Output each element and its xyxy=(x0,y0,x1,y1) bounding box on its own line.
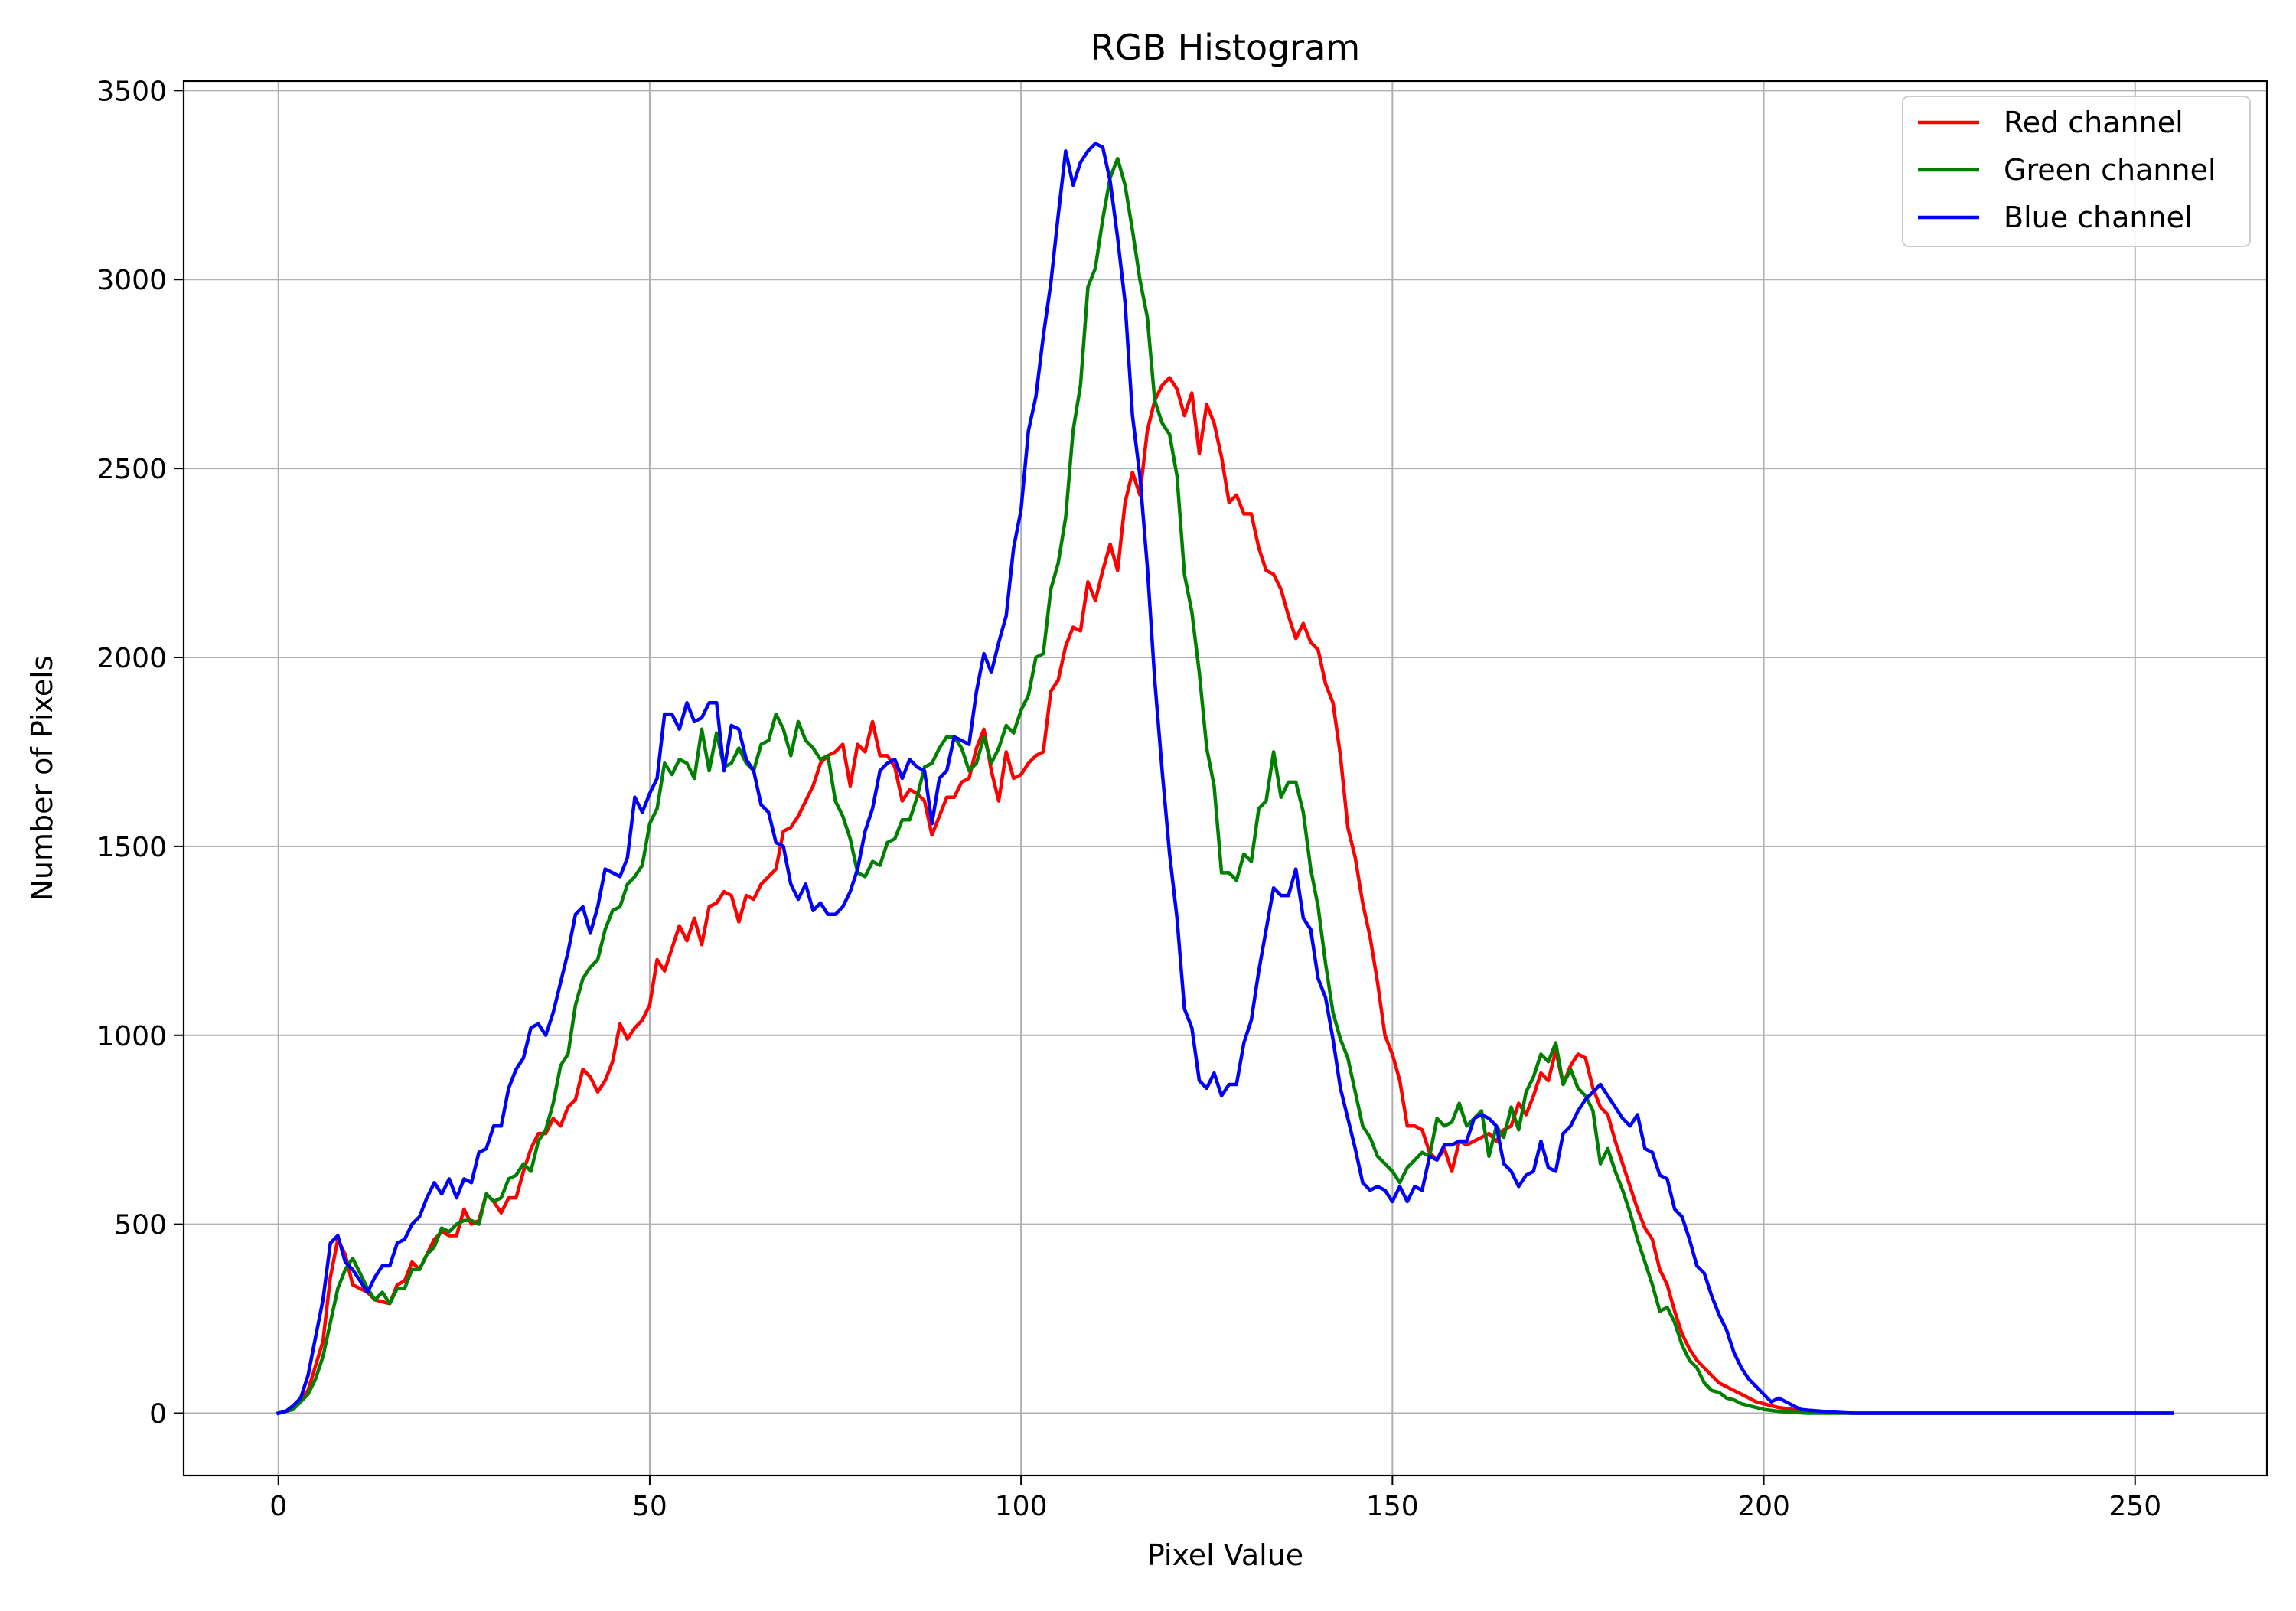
y-tick-label: 2500 xyxy=(96,454,167,485)
y-tick-label: 0 xyxy=(149,1399,167,1430)
series-line-green xyxy=(276,156,2174,1416)
x-axis-ticks: 0 50 100 150 200 250 xyxy=(269,1476,2161,1522)
axes-frame xyxy=(182,80,2268,1477)
legend-box xyxy=(1902,96,2251,247)
legend-label: Green channel xyxy=(2004,153,2216,187)
x-tick-label: 250 xyxy=(2108,1491,2161,1522)
y-tick-label: 3000 xyxy=(96,265,167,296)
grid xyxy=(184,81,2267,1476)
series-lines xyxy=(276,142,2174,1416)
y-tick-label: 1000 xyxy=(96,1021,167,1052)
legend: Red channel Green channel Blue channel xyxy=(1902,96,2251,247)
x-axis-label: Pixel Value xyxy=(1147,1538,1303,1572)
y-tick-label: 2000 xyxy=(96,643,167,674)
chart-title: RGB Histogram xyxy=(1091,27,1360,68)
x-tick-label: 200 xyxy=(1737,1491,1790,1522)
y-tick-label: 1500 xyxy=(96,832,167,863)
y-tick-label: 500 xyxy=(114,1210,167,1241)
x-tick-label: 100 xyxy=(995,1491,1048,1522)
y-axis-ticks: 0 500 1000 1500 2000 2500 3000 3500 xyxy=(96,76,184,1430)
y-axis-label: Number of Pixels xyxy=(25,655,59,901)
legend-label: Blue channel xyxy=(2004,201,2193,234)
y-tick-label: 3500 xyxy=(96,76,167,107)
x-tick-label: 50 xyxy=(632,1491,667,1522)
x-tick-label: 0 xyxy=(269,1491,287,1522)
legend-label: Red channel xyxy=(2004,106,2183,139)
x-tick-label: 150 xyxy=(1366,1491,1419,1522)
series-line-blue xyxy=(276,142,2174,1416)
